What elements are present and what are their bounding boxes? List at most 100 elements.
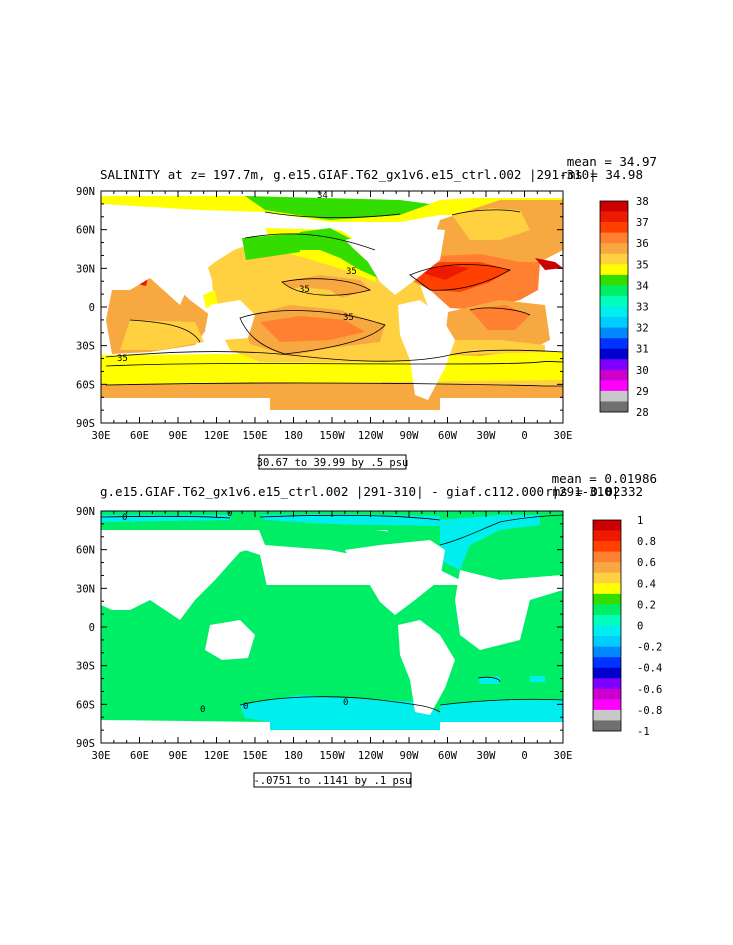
y-tick-label: 30S: [76, 341, 95, 353]
contour-label: 35: [299, 285, 310, 295]
colorbar-swatch: [593, 614, 621, 626]
x-tick-label: 180: [284, 750, 303, 762]
x-tick-label: 180: [284, 430, 303, 442]
colorbar-swatch: [600, 401, 628, 413]
x-tick-label: 120E: [204, 750, 229, 762]
y-tick-label: 60N: [76, 225, 95, 237]
y-tick-label: 60S: [76, 699, 95, 711]
colorbar-label: 0.2: [637, 599, 656, 611]
x-tick-label: 30E: [92, 750, 111, 762]
colorbar-swatch: [593, 688, 621, 700]
panel1-range-label: 30.67 to 39.99 by .5 psu: [257, 457, 409, 469]
panel1-range-box: [258, 454, 407, 470]
panel2-range-box: [253, 772, 412, 788]
y-tick-label: 90N: [76, 506, 95, 518]
colorbar-swatch: [593, 699, 621, 711]
colorbar-swatch: [600, 222, 628, 233]
x-tick-label: 150E: [242, 750, 267, 762]
x-tick-label: 90E: [169, 750, 188, 762]
panel1-mean: mean = 34.97: [567, 154, 657, 169]
colorbar-swatch: [600, 285, 628, 297]
colorbar-swatch: [600, 390, 628, 402]
panel1-title: SALINITY at z= 197.7m, g.e15.GIAF.T62_gx…: [100, 167, 597, 182]
x-tick-label: 90E: [169, 430, 188, 442]
colorbar-swatch: [593, 678, 621, 690]
colorbar-label: 37: [636, 217, 649, 229]
colorbar-frame: [599, 200, 629, 413]
y-tick-label: 90S: [76, 418, 95, 430]
colorbar-swatch: [600, 264, 628, 276]
colorbar-swatch: [600, 359, 628, 371]
colorbar-label: 0: [637, 621, 643, 633]
x-tick-label: 150E: [242, 430, 267, 442]
colorbar-swatch: [600, 317, 628, 328]
x-tick-label: 120E: [204, 430, 229, 442]
colorbar-label: 1: [637, 515, 643, 527]
colorbar-swatch: [593, 667, 621, 679]
contour-label: 35: [346, 267, 357, 277]
x-tick-label: 90W: [400, 750, 420, 762]
y-tick-label: 0: [89, 302, 95, 314]
colorbar-label: -0.2: [637, 642, 662, 654]
colorbar-swatch: [600, 369, 628, 381]
colorbar-label: -0.4: [637, 663, 662, 675]
x-tick-label: 120W: [358, 430, 384, 442]
y-tick-label: 30N: [76, 583, 95, 595]
panel1-map: 35 35 35 35 34 30E 60E 90E 120E 150E 180 150W 1…: [76, 186, 572, 442]
panel2-title: g.e15.GIAF.T62_gx1v6.e15_ctrl.002 |291-3…: [100, 484, 619, 499]
panel2-map: 0 0 0 0 0 30E 60E 90E 120E 150E 180 150W 120W 90…: [76, 506, 572, 762]
colorbar-swatch: [593, 562, 621, 574]
panel2-range-label: -.0751 to .1141 by .1 psu: [253, 775, 411, 787]
colorbar-label: 32: [636, 323, 649, 335]
x-tick-label: 60E: [130, 430, 149, 442]
colorbar-label: 31: [636, 344, 649, 356]
colorbar-swatch: [600, 338, 628, 349]
colorbar-label: 0.6: [637, 557, 656, 569]
colorbar-swatch: [593, 541, 621, 552]
x-tick-label: 0: [521, 430, 527, 442]
colorbar-label: 28: [636, 407, 649, 419]
colorbar-swatch: [600, 211, 628, 223]
colorbar-swatch: [593, 636, 621, 647]
colorbar-swatch: [593, 593, 621, 605]
colorbar-label: -1: [637, 726, 650, 738]
colorbar-label: -0.6: [637, 684, 662, 696]
y-tick-label: 90N: [76, 186, 95, 198]
contour-label: 0: [200, 705, 205, 715]
colorbar-frame: [592, 519, 622, 732]
panel2-axes: 30E 60E 90E 120E 150E 180 150W 120W 90W 60W 30W 0 30…: [76, 506, 572, 762]
colorbar-swatch: [593, 604, 621, 616]
colorbar-swatch: [600, 201, 628, 212]
colorbar-swatch: [593, 551, 621, 563]
colorbar-swatch: [600, 306, 628, 318]
contour-label: 35: [343, 313, 354, 323]
colorbar-label: 30: [636, 365, 649, 377]
colorbar-swatch: [593, 530, 621, 542]
colorbar-swatch: [600, 243, 628, 255]
colorbar-label: 34: [636, 280, 649, 292]
x-tick-label: 120W: [358, 750, 384, 762]
y-tick-label: 60N: [76, 545, 95, 557]
colorbar-swatch: [593, 720, 621, 732]
y-tick-label: 60S: [76, 379, 95, 391]
x-tick-label: 30E: [554, 430, 573, 442]
y-tick-label: 30S: [76, 661, 95, 673]
colorbar-swatch: [593, 520, 621, 531]
colorbar-label: -0.8: [637, 705, 662, 717]
x-tick-label: 30E: [92, 430, 111, 442]
contour-label: 0: [227, 509, 232, 519]
colorbar-label: 29: [636, 386, 649, 398]
panel-salinity: SALINITY at z= 197.7m, g.e15.GIAF.T62_gx…: [76, 154, 657, 470]
y-tick-label: 0: [89, 622, 95, 634]
panel2-mean: mean = 0.01986: [552, 471, 657, 486]
colorbar-label: 35: [636, 259, 649, 271]
panel1-rms: rms = 34.98: [560, 167, 643, 182]
x-tick-label: 30W: [477, 430, 497, 442]
colorbar-swatch: [593, 657, 621, 668]
colorbar-swatch: [600, 232, 628, 244]
contour-label: 0: [343, 698, 348, 708]
x-tick-label: 150W: [319, 750, 345, 762]
y-tick-label: 30N: [76, 263, 95, 275]
colorbar-swatch: [593, 709, 621, 721]
x-tick-label: 0: [521, 750, 527, 762]
